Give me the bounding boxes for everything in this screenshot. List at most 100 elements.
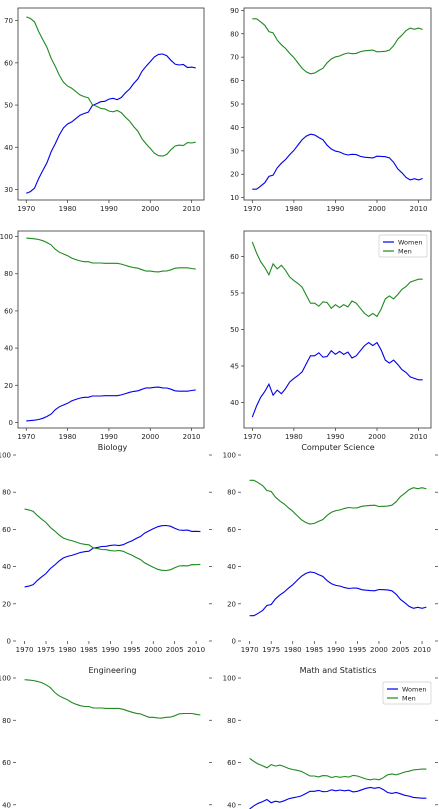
x-tick-label: 1975: [37, 646, 55, 654]
y-tick-label: 0: [9, 419, 13, 427]
y-tick-label: 20: [4, 382, 13, 390]
subplot-1: 30 40 50 60 70 1970 1980 1990 2000 2010: [4, 7, 205, 213]
x-tick-label: 1970: [243, 205, 261, 213]
x-tick-label: 1980: [59, 646, 77, 654]
axes-frame: [17, 230, 205, 429]
legend-label: Women: [398, 238, 422, 246]
x-tick-label: 1980: [285, 205, 303, 213]
x-tick-label: 2010: [183, 205, 201, 213]
subplot-7: 40 60 80 100 Engineering: [0, 666, 212, 809]
y-tick-label: 60: [2, 526, 11, 534]
x-tick-label: 1980: [59, 433, 77, 441]
x-tick-label: 1990: [327, 646, 345, 654]
y-tick-label: 10: [230, 194, 239, 202]
y-tick-label: 100: [0, 233, 13, 241]
legend-label: Men: [398, 247, 412, 255]
y-tick-label: 40: [230, 124, 239, 132]
x-tick-label: 2000: [141, 205, 159, 213]
y-tick-label: 50: [230, 326, 239, 334]
y-tick-label: 20: [2, 600, 11, 608]
y-tick-label: 55: [230, 290, 239, 298]
series-line-women: [26, 53, 196, 194]
x-tick-label: 2010: [410, 205, 428, 213]
x-tick-label: 1980: [284, 646, 302, 654]
subplot-title: Math and Statistics: [300, 666, 377, 675]
y-tick-label: 45: [230, 362, 239, 370]
x-tick-label: 1970: [16, 646, 34, 654]
x-tick-label: 1980: [59, 205, 77, 213]
x-tick-label: 1995: [348, 646, 366, 654]
y-tick-label: 100: [0, 675, 11, 683]
x-tick-label: 1995: [123, 646, 141, 654]
x-tick-label: 2010: [410, 433, 428, 441]
y-tick-label: 60: [4, 59, 13, 67]
x-tick-label: 1990: [100, 205, 118, 213]
series-line-women: [252, 133, 423, 190]
y-tick-label: 40: [230, 399, 239, 407]
x-tick-label: 2000: [368, 433, 386, 441]
y-tick-label: 60: [4, 307, 13, 315]
series-line-women: [249, 786, 427, 809]
x-tick-label: 1970: [241, 646, 259, 654]
y-tick-label: 80: [230, 30, 239, 38]
series-line-women: [251, 341, 423, 418]
series-line-men: [26, 16, 196, 157]
y-tick-label: 60: [227, 759, 236, 767]
y-tick-label: 60: [2, 759, 11, 767]
subplot-title: Computer Science: [301, 443, 374, 452]
y-tick-label: 60: [230, 77, 239, 85]
y-tick-label: 80: [227, 489, 236, 497]
series-line-women: [249, 571, 427, 617]
series-line-men: [24, 679, 201, 719]
y-tick-label: 30: [230, 147, 239, 155]
y-tick-label: 100: [223, 452, 236, 460]
y-tick-label: 40: [4, 144, 13, 152]
x-tick-label: 1980: [285, 433, 303, 441]
x-tick-label: 1990: [101, 646, 119, 654]
x-tick-label: 1990: [327, 205, 345, 213]
legend-label: Women: [402, 685, 426, 693]
series-line-men: [249, 757, 427, 781]
series-line-women: [26, 386, 196, 422]
axes-frame: [243, 7, 432, 201]
x-tick-label: 2010: [413, 646, 431, 654]
y-tick-label: 0: [232, 638, 236, 646]
x-tick-label: 1985: [80, 646, 98, 654]
y-tick-label: 20: [227, 600, 236, 608]
y-tick-label: 80: [227, 717, 236, 725]
y-tick-label: 80: [2, 489, 11, 497]
x-tick-label: 2010: [183, 433, 201, 441]
x-tick-label: 1990: [327, 433, 345, 441]
y-tick-label: 100: [0, 452, 11, 460]
subplot-title: Biology: [98, 443, 128, 452]
series-line-men: [24, 508, 201, 572]
x-tick-label: 1985: [305, 646, 323, 654]
series-line-men: [252, 18, 423, 75]
x-tick-label: 2005: [166, 646, 184, 654]
series-line-men: [26, 237, 196, 273]
x-tick-label: 2000: [370, 646, 388, 654]
y-tick-label: 20: [230, 171, 239, 179]
legend-label: Men: [402, 694, 416, 702]
y-tick-label: 40: [2, 801, 11, 809]
y-tick-label: 90: [230, 7, 239, 15]
subplot-3: 0 20 40 60 80 100 1970 1980 1990 2000 2010: [0, 230, 205, 441]
axes-frame: [243, 230, 432, 429]
x-tick-label: 1970: [17, 205, 35, 213]
x-tick-label: 1970: [17, 433, 35, 441]
x-tick-label: 2000: [368, 205, 386, 213]
y-tick-label: 0: [7, 638, 11, 646]
x-tick-label: 2010: [187, 646, 205, 654]
x-tick-label: 2000: [144, 646, 162, 654]
y-tick-label: 50: [230, 101, 239, 109]
y-tick-label: 70: [4, 17, 13, 25]
x-tick-label: 1970: [243, 433, 261, 441]
y-tick-label: 50: [4, 102, 13, 110]
series-line-men: [249, 479, 427, 525]
x-tick-label: 2000: [141, 433, 159, 441]
y-tick-label: 80: [2, 717, 11, 725]
y-tick-label: 80: [4, 270, 13, 278]
